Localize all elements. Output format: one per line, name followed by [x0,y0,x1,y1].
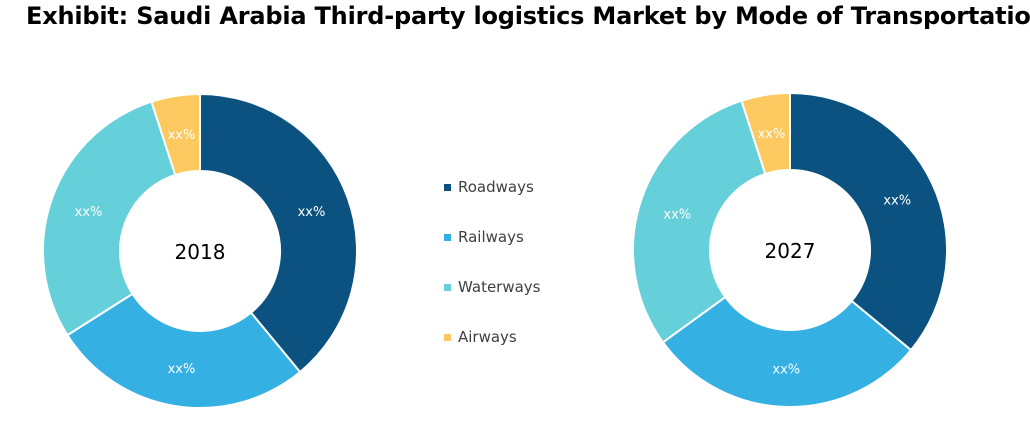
data-label-railways: xx% [168,362,196,377]
data-label-railways: xx% [772,362,800,377]
legend-item-waterways: Waterways [444,272,574,322]
data-label-waterways: xx% [663,207,691,222]
slice-waterways [42,100,177,337]
slice-roadways [789,91,948,352]
legend-label: Waterways [458,278,541,296]
data-label-airways: xx% [168,128,196,143]
data-label-waterways: xx% [75,205,103,220]
slice-airways [740,91,791,176]
legend-item-roadways: Roadways [444,172,574,222]
legend-label: Airways [458,328,517,346]
data-label-roadways: xx% [883,194,911,209]
slice-railways [661,295,913,408]
legend-swatch-railways [444,234,451,241]
legend-swatch-airways [444,334,451,341]
donut-chart-2018: xx% xx% xx% xx% 2018 [42,92,358,409]
center-label: 2018 [175,240,226,264]
center-label: 2027 [765,239,816,263]
legend-label: Roadways [458,178,534,196]
chart-title: Exhibit: Saudi Arabia Third-party logist… [26,2,1030,30]
legend-item-railways: Railways [444,222,574,272]
data-label-roadways: xx% [298,205,326,220]
donut-chart-2027: xx% xx% xx% xx% 2027 [632,91,948,408]
slice-railways [66,292,302,409]
legend-item-airways: Airways [444,322,574,372]
slice-roadways [199,92,358,374]
slice-airways [150,92,201,177]
data-label-airways: xx% [758,127,786,142]
slice-waterways [632,99,767,344]
legend: Roadways Railways Waterways Airways [444,172,574,372]
legend-swatch-roadways [444,184,451,191]
legend-swatch-waterways [444,284,451,291]
legend-label: Railways [458,228,524,246]
